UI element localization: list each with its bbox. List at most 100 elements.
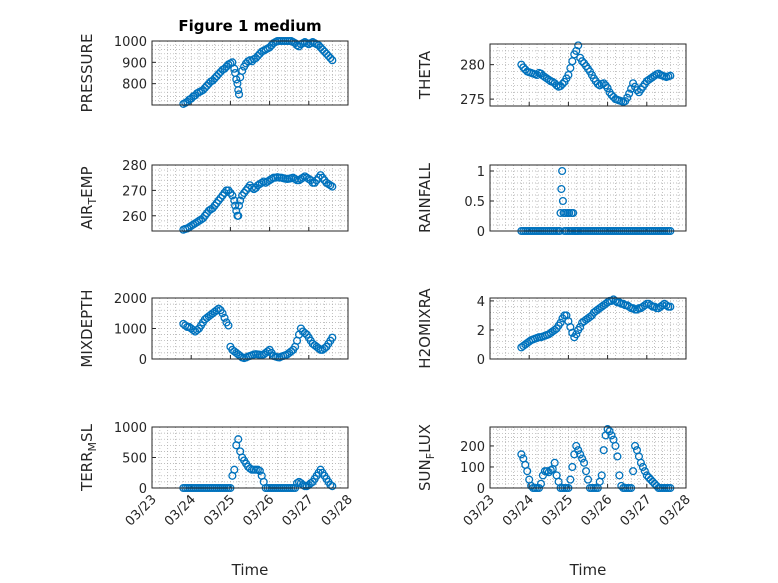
- axes-border: [489, 426, 687, 489]
- y-tick-label: 500: [122, 452, 147, 467]
- data-point: [544, 75, 553, 84]
- data-point: [232, 75, 241, 84]
- data-point: [629, 467, 638, 476]
- panel-h2omixra: 0 2 4 H2OMIXRA: [416, 288, 687, 369]
- data-point: [234, 86, 243, 95]
- data-point: [625, 89, 634, 98]
- data-point: [536, 479, 546, 488]
- data-point: [552, 81, 561, 90]
- data-point: [328, 333, 337, 342]
- data-point: [632, 86, 642, 95]
- data-point: [326, 54, 335, 63]
- data-point: [572, 441, 581, 450]
- series-markers: [179, 36, 337, 108]
- data-point: [650, 302, 659, 311]
- y-tick-label: 0: [477, 353, 485, 368]
- data-point: [193, 325, 202, 335]
- data-point: [523, 467, 532, 476]
- data-point: [574, 41, 583, 50]
- axes-border: [489, 164, 687, 232]
- data-point: [214, 304, 223, 313]
- data-point: [599, 446, 608, 455]
- data-point: [640, 467, 649, 476]
- plot-area: [151, 426, 349, 489]
- data-point: [328, 182, 337, 191]
- axes-border: [151, 40, 349, 106]
- y-tick-label: 2000: [114, 292, 147, 307]
- y-axis-label: THETA: [416, 50, 434, 100]
- y-axis-label: TERRMSL: [78, 423, 99, 492]
- data-point: [328, 56, 337, 65]
- data-point: [611, 441, 620, 450]
- data-point: [607, 431, 616, 440]
- data-point: [236, 196, 245, 205]
- y-tick-label: 0: [139, 482, 147, 497]
- plot-area: [151, 40, 349, 106]
- axes-border: [151, 164, 349, 232]
- data-point: [568, 462, 577, 472]
- data-point: [638, 462, 647, 472]
- data-point: [576, 450, 585, 459]
- data-point: [593, 79, 602, 89]
- data-point: [234, 90, 244, 99]
- data-point: [230, 465, 239, 474]
- data-point: [556, 318, 565, 327]
- data-point: [603, 84, 612, 93]
- data-point: [257, 178, 266, 187]
- data-point: [320, 344, 329, 353]
- y-tick-label: 800: [122, 78, 147, 93]
- axes-border: [151, 426, 349, 489]
- axes-border: [489, 297, 687, 360]
- data-point: [558, 79, 567, 89]
- y-axis-label: H2OMIXRA: [416, 288, 434, 369]
- y-tick-label: 0: [139, 353, 147, 368]
- panel-rainfall: 0 0.5 1 RAINFALL: [416, 162, 687, 240]
- data-point: [572, 46, 581, 55]
- data-point: [578, 57, 587, 66]
- data-point: [230, 196, 239, 205]
- data-point: [627, 84, 636, 93]
- data-point: [328, 482, 337, 491]
- data-point: [517, 450, 526, 459]
- axes-border: [489, 43, 687, 107]
- y-axis-label: AIRTEMP: [78, 166, 99, 229]
- data-point: [291, 174, 300, 184]
- data-point: [231, 201, 240, 210]
- chart-title: Figure 1 medium: [178, 17, 321, 35]
- data-point: [326, 181, 335, 190]
- data-point: [603, 425, 612, 434]
- data-point: [314, 344, 323, 353]
- y-tick-label: 1000: [114, 323, 147, 338]
- data-point: [234, 201, 244, 210]
- y-tick-label: 2: [477, 324, 485, 339]
- data-point: [576, 322, 585, 332]
- data-point: [300, 329, 309, 338]
- series-markers: [179, 304, 337, 363]
- y-tick-label: 275: [460, 93, 485, 108]
- data-point: [558, 166, 567, 176]
- data-point: [234, 211, 243, 220]
- data-point: [658, 301, 667, 310]
- data-point: [650, 71, 659, 80]
- data-point: [599, 79, 608, 88]
- panel-mixdepth: 0 1000 2000 MIXDEPTH: [78, 289, 349, 368]
- data-point: [228, 191, 237, 200]
- data-point: [597, 471, 606, 480]
- data-point: [259, 177, 268, 186]
- data-point: [220, 313, 229, 322]
- data-point: [630, 441, 640, 450]
- y-axis-label: RAINFALL: [416, 162, 434, 233]
- y-tick-label: 1: [477, 165, 485, 180]
- data-point: [238, 66, 247, 75]
- data-point: [234, 435, 243, 444]
- data-point: [557, 184, 566, 194]
- data-point: [263, 347, 272, 356]
- data-point: [572, 330, 581, 339]
- data-point: [565, 208, 574, 218]
- x-axis-label: Time: [231, 561, 269, 579]
- y-axis-label: MIXDEPTH: [78, 289, 96, 367]
- data-point: [218, 309, 227, 318]
- data-point: [558, 196, 567, 206]
- y-tick-label: 0: [477, 482, 485, 497]
